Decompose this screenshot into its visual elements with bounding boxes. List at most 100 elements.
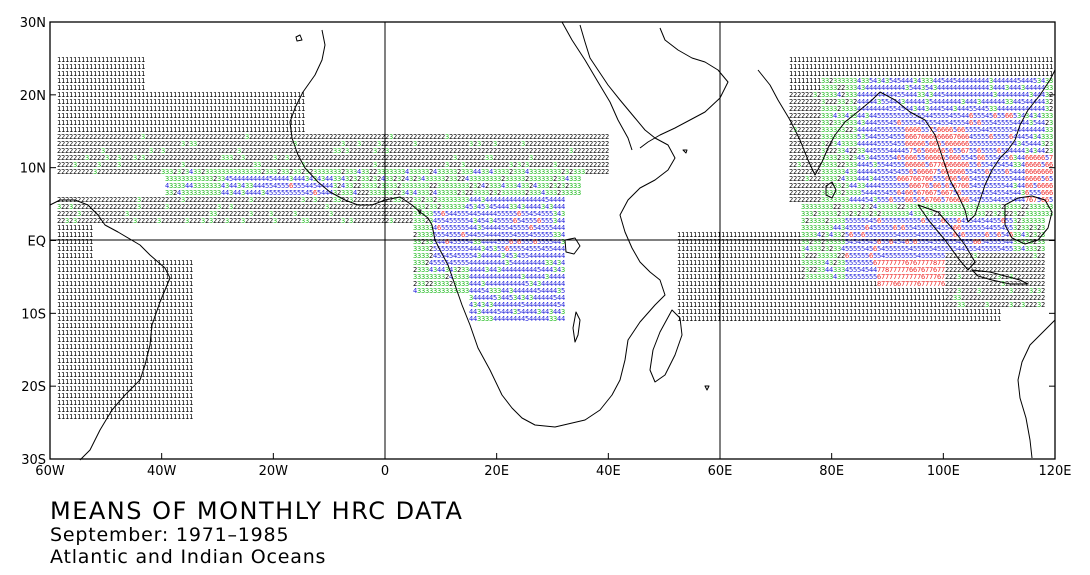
hrc-value: 1	[77, 119, 81, 127]
hrc-value: 5	[973, 105, 977, 113]
hrc-value: 7	[909, 273, 913, 281]
hrc-value: 1	[85, 259, 89, 267]
hrc-value: 3	[1041, 140, 1045, 148]
hrc-value: 1	[697, 280, 701, 288]
hrc-value: 1	[117, 91, 121, 99]
hrc-value: 2	[497, 189, 501, 197]
hrc-value: 3	[185, 189, 189, 197]
hrc-value: 5	[965, 224, 969, 232]
hrc-value: 2	[253, 154, 257, 162]
hrc-value: 3	[181, 161, 185, 169]
hrc-value: 5	[993, 133, 997, 141]
hrc-value: 4	[493, 273, 497, 281]
hrc-value: 2	[1029, 252, 1033, 260]
hrc-value: 3	[537, 189, 541, 197]
hrc-value: 5	[997, 126, 1001, 134]
hrc-value: 1	[121, 266, 125, 274]
hrc-value: 2	[369, 133, 373, 141]
hrc-value: 3	[409, 182, 413, 190]
hrc-value: 3	[101, 147, 105, 155]
hrc-value: 1	[849, 56, 853, 64]
hrc-value: 2	[321, 217, 325, 225]
hrc-value: 1	[877, 56, 881, 64]
hrc-value: 4	[469, 273, 473, 281]
hrc-value: 3	[389, 175, 393, 183]
hrc-value: 2	[301, 140, 305, 148]
hrc-value: 2	[157, 196, 161, 204]
hrc-value: 1	[293, 98, 297, 106]
hrc-value: 2	[89, 154, 93, 162]
hrc-value: 4	[869, 224, 873, 232]
hrc-value: 4	[997, 84, 1001, 92]
hrc-value: 5	[909, 119, 913, 127]
hrc-value: 6	[925, 182, 929, 190]
hrc-value: 1	[1037, 70, 1041, 78]
hrc-value: 4	[1021, 140, 1025, 148]
hrc-value: 6	[957, 217, 961, 225]
hrc-value: 2	[477, 147, 481, 155]
hrc-value: 6	[1045, 161, 1049, 169]
hrc-value: 7	[941, 266, 945, 274]
hrc-value: 4	[485, 245, 489, 253]
hrc-value: 2	[901, 203, 905, 211]
hrc-value: 1	[813, 63, 817, 71]
hrc-value: 1	[81, 231, 85, 239]
hrc-value: 1	[237, 98, 241, 106]
hrc-value: 1	[933, 63, 937, 71]
hrc-value: 2	[297, 210, 301, 218]
hrc-value: 3	[209, 175, 213, 183]
hrc-value: 4	[233, 182, 237, 190]
hrc-value: 5	[437, 231, 441, 239]
hrc-value: 1	[301, 105, 305, 113]
hrc-value: 3	[457, 182, 461, 190]
hrc-value: 1	[65, 84, 69, 92]
hrc-value: 6	[941, 147, 945, 155]
hrc-value: 2	[73, 154, 77, 162]
hrc-value: 2	[349, 210, 353, 218]
hrc-value: 1	[89, 259, 93, 267]
hrc-value: 3	[833, 210, 837, 218]
hrc-value: 3	[825, 154, 829, 162]
hrc-value: 6	[953, 182, 957, 190]
hrc-value: 2	[309, 147, 313, 155]
hrc-value: 4	[857, 91, 861, 99]
hrc-value: 1	[901, 70, 905, 78]
hrc-value: 3	[805, 266, 809, 274]
hrc-value: 5	[885, 252, 889, 260]
hrc-value: 3	[853, 168, 857, 176]
hrc-value: 3	[825, 91, 829, 99]
hrc-value: 1	[729, 259, 733, 267]
hrc-value: 2	[333, 210, 337, 218]
hrc-value: 5	[849, 217, 853, 225]
hrc-value: 1	[697, 259, 701, 267]
hrc-value: 6	[985, 168, 989, 176]
hrc-value: 3	[453, 273, 457, 281]
hrc-value: 1	[277, 91, 281, 99]
hrc-value: 2	[337, 154, 341, 162]
hrc-value: 2	[225, 161, 229, 169]
hrc-value: 3	[357, 140, 361, 148]
hrc-value: 2	[333, 133, 337, 141]
hrc-value: 3	[825, 112, 829, 120]
hrc-value: 5	[521, 224, 525, 232]
hrc-value: 3	[841, 217, 845, 225]
hrc-value: 2	[829, 98, 833, 106]
hrc-value: 1	[693, 280, 697, 288]
hrc-value: 5	[901, 126, 905, 134]
hrc-value: 1	[85, 77, 89, 85]
hrc-value: 2	[521, 147, 525, 155]
hrc-value: 1	[73, 238, 77, 246]
hrc-value: 2	[145, 168, 149, 176]
hrc-value: 4	[873, 189, 877, 197]
hrc-value: 2	[513, 147, 517, 155]
hrc-value: 2	[201, 210, 205, 218]
hrc-value: 6	[1037, 175, 1041, 183]
hrc-value: 1	[133, 259, 137, 267]
hrc-value: 1	[801, 84, 805, 92]
hrc-value: 2	[325, 133, 329, 141]
hrc-value: 2	[809, 126, 813, 134]
hrc-value: 2	[189, 196, 193, 204]
hrc-value: 1	[793, 56, 797, 64]
hrc-value: 1	[929, 70, 933, 78]
hrc-value: 2	[105, 133, 109, 141]
